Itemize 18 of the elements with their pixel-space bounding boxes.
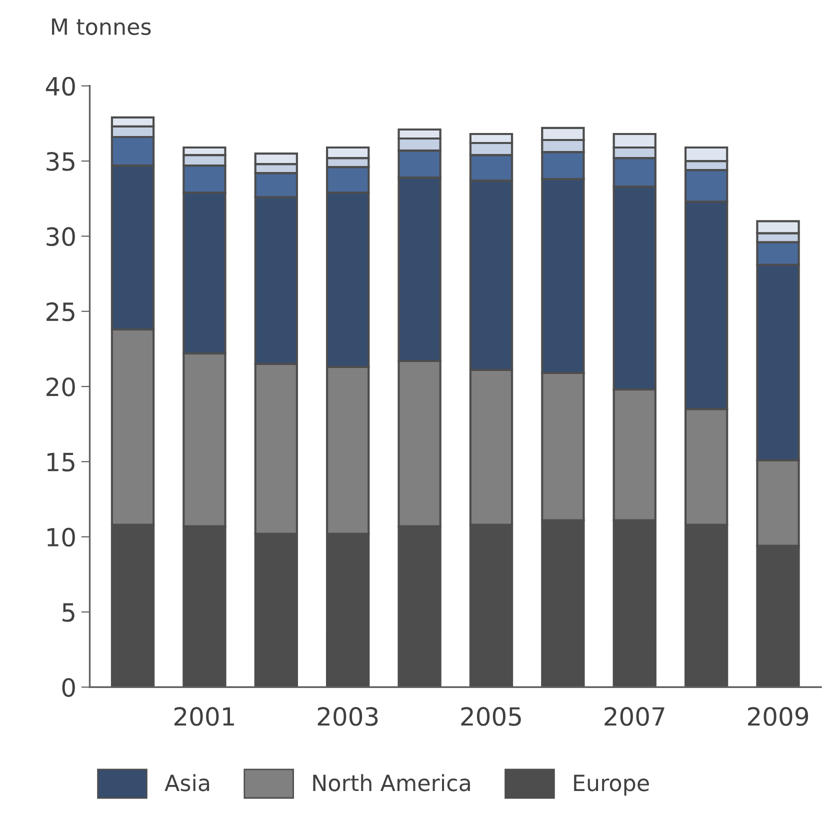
x-tick-label: 2001	[174, 707, 234, 726]
y-tick-label: 40	[46, 76, 75, 96]
legend-label: Asia	[164, 774, 210, 792]
x-tick-label: 2009	[748, 707, 808, 726]
y-tick-label: 35	[46, 152, 74, 171]
y-tick-label: 5	[62, 603, 74, 622]
x-tick-label: 2005	[461, 707, 521, 726]
legend-label: Europe	[574, 774, 649, 796]
y-tick-label: 10	[47, 528, 75, 547]
y-tick-label: 0	[62, 678, 75, 697]
y-tick-label: 20	[46, 377, 75, 396]
x-tick-label: 2007	[604, 707, 664, 726]
y-tick-label: 15	[47, 452, 74, 472]
x-tick-label: 2003	[318, 707, 378, 726]
y-tick-label: 25	[46, 302, 74, 322]
y-axis-title: M tonnes	[52, 18, 151, 36]
legend-label: North America	[313, 774, 470, 792]
y-tick-label: 30	[46, 227, 75, 246]
